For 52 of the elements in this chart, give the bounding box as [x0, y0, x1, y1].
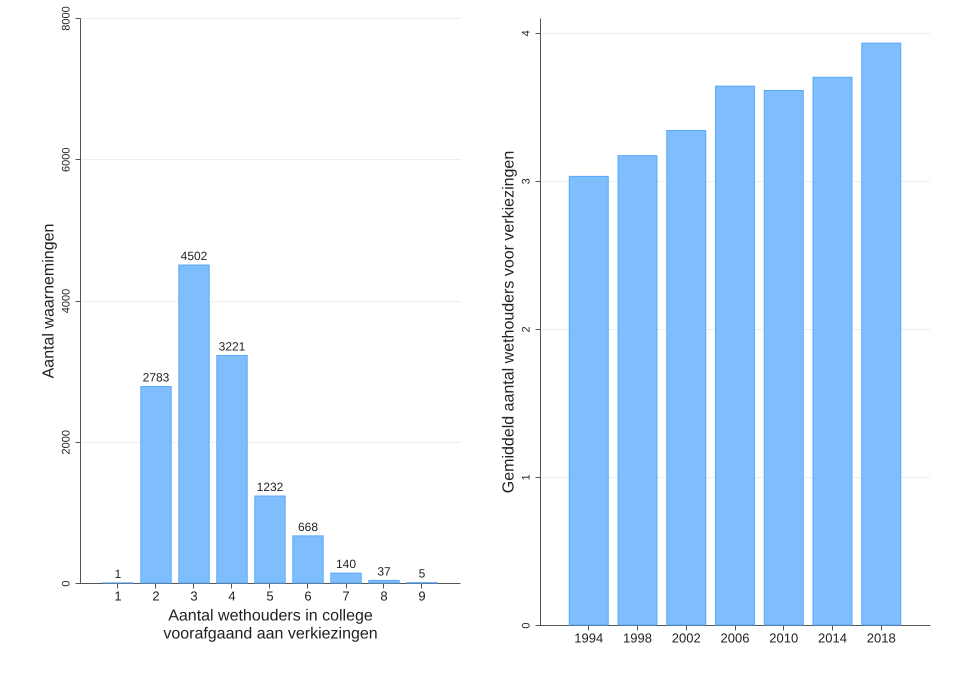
y-tick-label: 3 — [520, 178, 532, 184]
bar — [861, 42, 902, 626]
data-label: 668 — [298, 520, 318, 534]
bar — [178, 264, 210, 584]
data-label: 2783 — [142, 370, 170, 384]
bar — [666, 130, 706, 626]
y-tick-label: 0 — [520, 622, 532, 629]
y-axis-title: Gemiddeld aantal wethouders voor verkiezingen — [500, 150, 518, 494]
x-tick-label: 2002 — [672, 630, 701, 646]
y-tick-label: 8000 — [60, 6, 72, 31]
x-tick-label: 9 — [418, 588, 426, 604]
x-tick-label: 7 — [342, 588, 350, 604]
x-tick-label: 2018 — [866, 630, 896, 646]
x-tick-label: 2010 — [769, 630, 798, 646]
x-tick-label: 8 — [380, 588, 388, 604]
bar — [764, 90, 804, 626]
x-tick-label: 1998 — [623, 630, 652, 646]
bar — [330, 572, 362, 584]
x-tick-label: 5 — [266, 588, 274, 604]
data-label: 3221 — [218, 340, 246, 354]
x-tick-label: 1994 — [574, 630, 604, 646]
data-label: 37 — [377, 564, 391, 578]
bar — [812, 76, 852, 626]
bar — [140, 386, 172, 584]
y-tick-label: 6000 — [60, 148, 72, 172]
data-label: 1232 — [256, 480, 284, 494]
y-tick-label: 2000 — [60, 430, 72, 454]
y-tick-label: 1 — [520, 474, 532, 481]
data-label: 140 — [336, 557, 356, 572]
bar — [368, 580, 400, 584]
data-label: 1 — [114, 566, 122, 581]
x-tick-label: 2014 — [818, 630, 847, 646]
bar — [216, 355, 248, 584]
x-axis-title: Aantal wethouders in college voorafgaand aan verkiezingen — [163, 608, 378, 642]
y-tick-label: 4 — [520, 30, 532, 36]
bar — [715, 86, 755, 626]
bar — [568, 176, 609, 626]
data-label: 5 — [418, 566, 426, 581]
x-tick-label: 3 — [190, 588, 198, 604]
bar — [254, 495, 286, 584]
y-tick-label: 0 — [60, 580, 72, 587]
y-tick-label: 4000 — [60, 288, 72, 314]
bar — [292, 535, 324, 584]
x-tick-label: 4 — [228, 588, 236, 604]
bar — [618, 155, 658, 626]
x-tick-label: 1 — [114, 588, 122, 604]
x-tick-label: 2 — [152, 588, 160, 604]
data-label: 4502 — [180, 249, 208, 264]
x-tick-label: 6 — [304, 588, 312, 604]
x-tick-label: 2006 — [720, 630, 750, 646]
y-axis-title: Aantal waarnemingen — [40, 224, 58, 378]
y-tick-label: 2 — [520, 326, 532, 332]
